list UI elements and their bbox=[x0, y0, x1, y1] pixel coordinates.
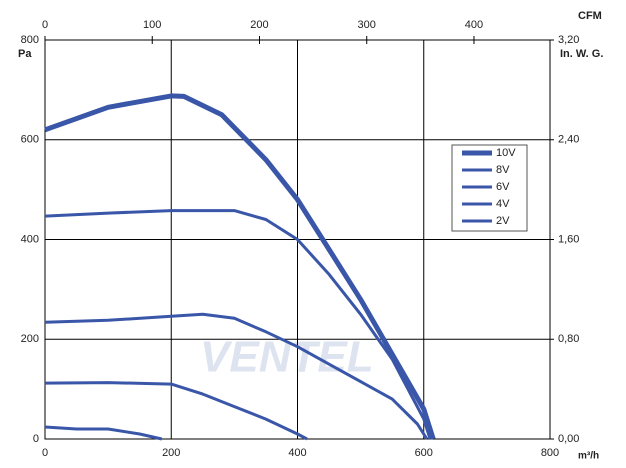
x-label: m³/h bbox=[578, 451, 599, 462]
y-tick-label: 400 bbox=[21, 233, 39, 245]
x2-tick-label: 0 bbox=[42, 19, 48, 31]
legend-label: 4V bbox=[496, 198, 510, 210]
y-tick-label: 600 bbox=[21, 134, 39, 146]
x2-tick-label: 200 bbox=[250, 19, 268, 31]
y2-tick-label: 0,80 bbox=[558, 333, 579, 345]
y2-tick-label: 0,00 bbox=[558, 433, 579, 445]
y-label: Pa bbox=[18, 48, 32, 60]
y2-tick-label: 1,60 bbox=[558, 233, 579, 245]
y2-tick-label: 3,20 bbox=[558, 34, 579, 46]
x2-tick-label: 100 bbox=[143, 19, 161, 31]
y-tick-label: 0 bbox=[33, 433, 39, 445]
x2-tick-label: 400 bbox=[465, 19, 483, 31]
x2-label: CFM bbox=[578, 10, 602, 22]
x2-tick-label: 300 bbox=[358, 19, 376, 31]
legend-label: 10V bbox=[496, 147, 516, 159]
x-tick-label: 600 bbox=[415, 447, 433, 459]
x-tick-label: 0 bbox=[42, 447, 48, 459]
curve bbox=[44, 312, 429, 440]
curve bbox=[44, 93, 436, 440]
legend-label: 6V bbox=[496, 181, 510, 193]
y-tick-label: 200 bbox=[21, 333, 39, 345]
y2-label: In. W. G. bbox=[560, 48, 603, 60]
x-tick-label: 400 bbox=[288, 447, 306, 459]
curve bbox=[44, 209, 432, 440]
y2-tick-label: 2,40 bbox=[558, 134, 579, 146]
legend-label: 8V bbox=[496, 164, 510, 176]
curve bbox=[44, 381, 308, 441]
legend-label: 2V bbox=[496, 215, 510, 227]
x-tick-label: 200 bbox=[162, 447, 180, 459]
y-tick-label: 800 bbox=[21, 34, 39, 46]
x-tick-label: 800 bbox=[541, 447, 559, 459]
curve bbox=[44, 425, 163, 441]
